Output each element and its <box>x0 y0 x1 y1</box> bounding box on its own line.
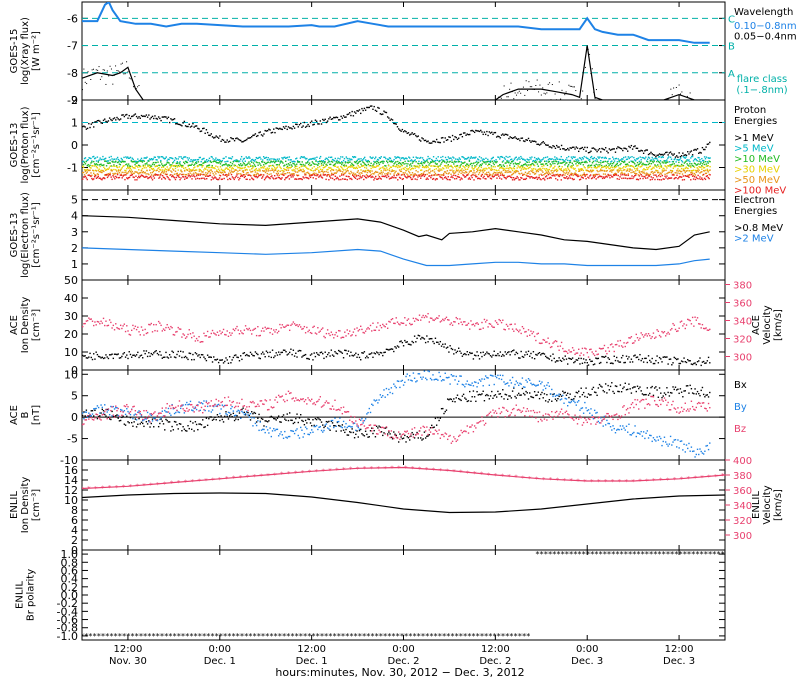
space-weather-figure: -9-8-7-6CBAflare class(.1−.8nm)Wavelengt… <box>0 0 800 680</box>
